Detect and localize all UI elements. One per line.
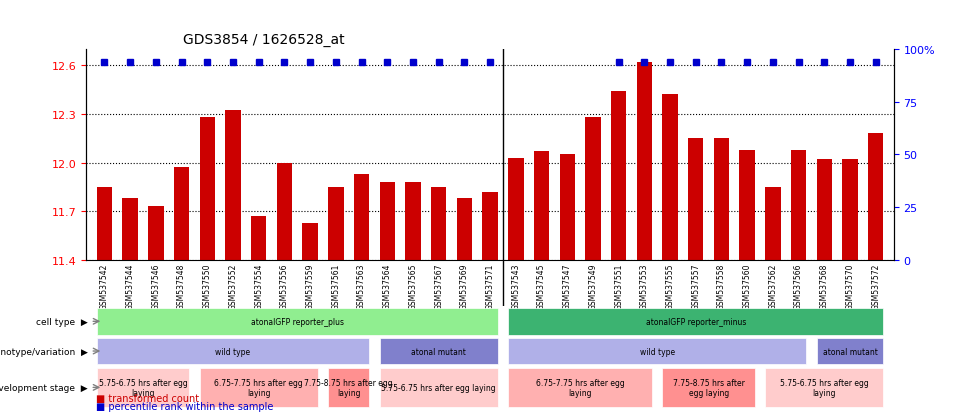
FancyBboxPatch shape (508, 308, 883, 335)
Text: 5.75-6.75 hrs after egg
laying: 5.75-6.75 hrs after egg laying (780, 378, 869, 397)
Text: GSM537570: GSM537570 (846, 263, 854, 309)
Bar (122, 199, 138, 261)
Text: GSM537559: GSM537559 (306, 263, 314, 309)
Text: GSM537571: GSM537571 (485, 263, 495, 309)
Bar (303, 223, 318, 261)
FancyBboxPatch shape (508, 338, 806, 365)
Bar (611, 92, 627, 261)
Text: 6.75-7.75 hrs after egg
laying: 6.75-7.75 hrs after egg laying (535, 378, 625, 397)
Bar (688, 139, 703, 261)
Text: 5.75-6.75 hrs after egg laying: 5.75-6.75 hrs after egg laying (382, 383, 496, 392)
Bar (431, 188, 447, 261)
Text: GSM537565: GSM537565 (408, 263, 417, 309)
Bar (406, 183, 421, 261)
Bar (482, 192, 498, 261)
FancyBboxPatch shape (662, 368, 755, 407)
FancyBboxPatch shape (200, 368, 318, 407)
Text: GSM537545: GSM537545 (537, 263, 546, 309)
Bar (739, 150, 755, 261)
Bar (533, 152, 550, 261)
Text: GSM537550: GSM537550 (203, 263, 211, 309)
Text: GSM537561: GSM537561 (332, 263, 340, 309)
Text: GSM537566: GSM537566 (794, 263, 803, 309)
Text: GSM537547: GSM537547 (563, 263, 572, 309)
Text: GSM537560: GSM537560 (743, 263, 752, 309)
Bar (277, 163, 292, 261)
Text: GSM537542: GSM537542 (100, 263, 109, 309)
Bar (251, 217, 266, 261)
Text: GSM537557: GSM537557 (691, 263, 701, 309)
Text: GSM537544: GSM537544 (126, 263, 135, 309)
Bar (559, 155, 575, 261)
Text: atonal mutant: atonal mutant (411, 347, 466, 356)
Text: atonalGFP reporter_minus: atonalGFP reporter_minus (646, 317, 746, 326)
Text: GSM537553: GSM537553 (640, 263, 649, 309)
Text: wild type: wild type (640, 347, 675, 356)
Text: GDS3854 / 1626528_at: GDS3854 / 1626528_at (184, 33, 345, 47)
Text: development stage  ▶: development stage ▶ (0, 383, 87, 392)
Text: ■ transformed count: ■ transformed count (96, 393, 199, 403)
Text: 5.75-6.75 hrs after egg
laying: 5.75-6.75 hrs after egg laying (99, 378, 187, 397)
Bar (868, 134, 883, 261)
Text: GSM537556: GSM537556 (280, 263, 289, 309)
Text: GSM537554: GSM537554 (255, 263, 263, 309)
Text: genotype/variation  ▶: genotype/variation ▶ (0, 347, 87, 356)
Text: GSM537569: GSM537569 (460, 263, 469, 309)
FancyBboxPatch shape (97, 308, 498, 335)
Bar (714, 139, 729, 261)
Text: GSM537567: GSM537567 (434, 263, 443, 309)
Text: ■ percentile rank within the sample: ■ percentile rank within the sample (96, 401, 274, 411)
Text: GSM537551: GSM537551 (614, 263, 623, 309)
Bar (791, 150, 806, 261)
Text: GSM537568: GSM537568 (820, 263, 828, 309)
Bar (636, 62, 653, 261)
Text: GSM537552: GSM537552 (229, 263, 237, 309)
Text: 6.75-7.75 hrs after egg
laying: 6.75-7.75 hrs after egg laying (214, 378, 303, 397)
FancyBboxPatch shape (508, 368, 653, 407)
Text: GSM537558: GSM537558 (717, 263, 726, 309)
FancyBboxPatch shape (817, 338, 883, 365)
Text: GSM537546: GSM537546 (152, 263, 160, 309)
Text: GSM537562: GSM537562 (769, 263, 777, 309)
Text: 7.75-8.75 hrs after
egg laying: 7.75-8.75 hrs after egg laying (673, 378, 745, 397)
Bar (354, 175, 369, 261)
FancyBboxPatch shape (765, 368, 883, 407)
Text: GSM537549: GSM537549 (588, 263, 598, 309)
Text: atonal mutant: atonal mutant (823, 347, 877, 356)
Bar (585, 118, 601, 261)
Bar (508, 158, 524, 261)
Text: GSM537555: GSM537555 (666, 263, 675, 309)
FancyBboxPatch shape (97, 338, 369, 365)
Bar (328, 188, 344, 261)
Text: wild type: wild type (215, 347, 251, 356)
Bar (380, 183, 395, 261)
FancyBboxPatch shape (328, 368, 369, 407)
Text: 7.75-8.75 hrs after egg
laying: 7.75-8.75 hrs after egg laying (305, 378, 393, 397)
Text: GSM537563: GSM537563 (357, 263, 366, 309)
FancyBboxPatch shape (97, 368, 189, 407)
Text: cell type  ▶: cell type ▶ (36, 317, 87, 326)
FancyBboxPatch shape (380, 338, 498, 365)
Bar (456, 199, 472, 261)
Text: GSM537548: GSM537548 (177, 263, 186, 309)
FancyBboxPatch shape (380, 368, 498, 407)
Bar (225, 111, 241, 261)
Bar (200, 118, 215, 261)
Text: GSM537572: GSM537572 (872, 263, 880, 309)
Bar (174, 168, 189, 261)
Text: GSM537543: GSM537543 (511, 263, 520, 309)
Bar (765, 188, 780, 261)
Text: GSM537564: GSM537564 (382, 263, 392, 309)
Bar (97, 188, 112, 261)
Bar (148, 207, 163, 261)
Bar (817, 160, 832, 261)
Bar (842, 160, 858, 261)
Text: atonalGFP reporter_plus: atonalGFP reporter_plus (251, 317, 344, 326)
Bar (662, 95, 678, 261)
